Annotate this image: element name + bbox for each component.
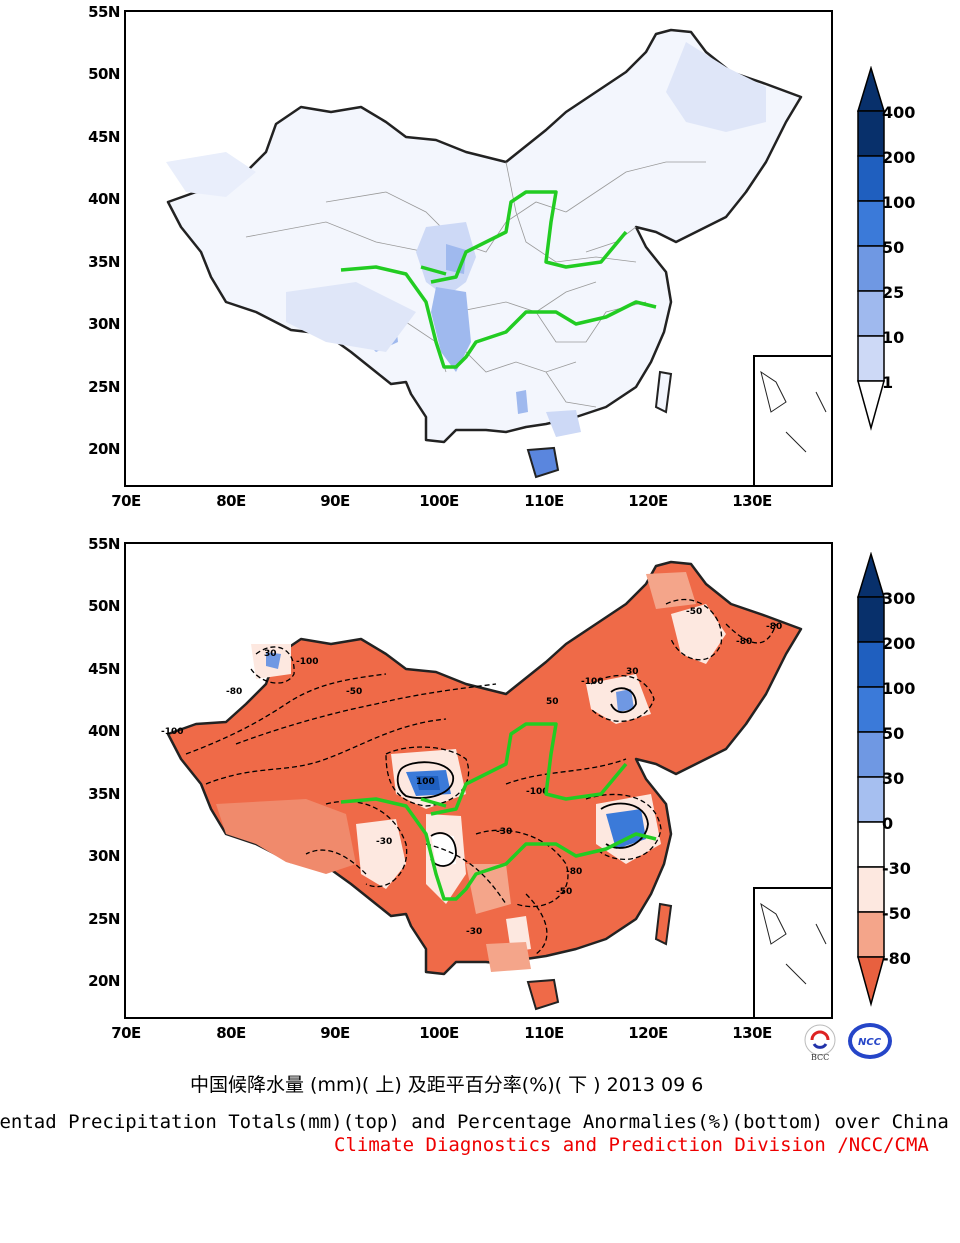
taiwan-top [654, 370, 673, 414]
bcc-logo: BCC [800, 1022, 840, 1062]
bottom-colorbar-label: 200 [882, 634, 916, 653]
contour-label: -50 [686, 607, 702, 617]
bottom-anomaly-map: -100 -80 -50 -30 30 50 100 -100 -80 -50 … [161, 560, 831, 1017]
contour-label: -100 [581, 677, 604, 687]
contour-label: 30 [264, 649, 277, 659]
bottom-lon-tick: 80E [216, 1024, 246, 1042]
bottom-colorbar-label: -80 [882, 949, 911, 968]
precip-shading [166, 42, 766, 474]
south-china-sea-inset-top [753, 355, 831, 485]
bottom-lon-tick: 70E [111, 1024, 141, 1042]
bottom-map-frame: -100 -80 -50 -30 30 50 100 -100 -80 -50 … [124, 542, 833, 1019]
contour-labels: -100 -80 -50 -30 30 50 100 -100 -80 -50 … [161, 607, 782, 937]
bottom-colorbar-label: -30 [882, 859, 911, 878]
ncc-logo-text: NCC [858, 1037, 882, 1048]
bottom-lon-tick: 130E [732, 1024, 772, 1042]
bottom-lat-tick: 55N [88, 535, 120, 553]
contour-label: 50 [546, 697, 559, 707]
top-lat-tick: 35N [88, 253, 120, 271]
top-lon-tick: 90E [320, 492, 350, 510]
bottom-colorbar-label: -50 [882, 904, 911, 923]
bottom-lat-tick: 50N [88, 597, 120, 615]
bottom-colorbar-label: 30 [882, 769, 905, 788]
contour-label: -80 [566, 867, 582, 877]
top-lat-tick: 40N [88, 190, 120, 208]
top-colorbar-label: 1 [882, 373, 894, 392]
top-lon-tick: 80E [216, 492, 246, 510]
caption-english: Pentad Precipitation Totals(mm)(top) and… [0, 1111, 949, 1133]
bottom-map-panel: -100 -80 -50 -30 30 50 100 -100 -80 -50 … [0, 532, 960, 1052]
bottom-lon-tick: 110E [524, 1024, 564, 1042]
top-lat-tick: 30N [88, 315, 120, 333]
contour-label: -100 [296, 657, 319, 667]
bottom-lat-tick: 40N [88, 722, 120, 740]
top-precip-map [166, 28, 831, 485]
bcc-logo-text: BCC [811, 1053, 829, 1062]
rivers-top [340, 190, 657, 369]
contour-label: 30 [626, 667, 639, 677]
contour-label: -80 [226, 687, 242, 697]
contour-label: -30 [466, 927, 482, 937]
top-lat-tick: 50N [88, 65, 120, 83]
bottom-colorbar-label: 300 [882, 589, 916, 608]
top-colorbar-swatches [856, 66, 886, 431]
china-outline-bottom [166, 560, 803, 976]
top-colorbar-label: 400 [882, 103, 916, 122]
bottom-colorbar: 300 200 100 50 30 0 -30 -50 -80 [856, 552, 956, 1008]
bottom-lat-tick: 25N [88, 910, 120, 928]
bottom-lat-tick: 20N [88, 972, 120, 990]
top-lon-tick: 130E [732, 492, 772, 510]
ncc-logo: NCC [845, 1020, 895, 1062]
china-outline-top [166, 28, 803, 444]
bottom-colorbar-label: 100 [882, 679, 916, 698]
caption-organization: Climate Diagnostics and Prediction Divis… [334, 1134, 929, 1156]
top-lat-tick: 45N [88, 128, 120, 146]
bottom-lat-tick: 35N [88, 785, 120, 803]
taiwan-bottom [654, 902, 673, 946]
zero-contours [396, 687, 649, 867]
top-lat-tick: 25N [88, 378, 120, 396]
top-colorbar-label: 100 [882, 193, 916, 212]
top-lon-tick: 120E [628, 492, 668, 510]
bottom-lat-tick: 45N [88, 660, 120, 678]
caption-chinese: 中国候降水量 (mm)( 上) 及距平百分率(%)( 下 ) 2013 09 6 [190, 1074, 704, 1096]
top-colorbar-label: 50 [882, 238, 905, 257]
contour-label: -30 [496, 827, 512, 837]
top-lon-tick: 100E [419, 492, 459, 510]
top-lon-tick: 110E [524, 492, 564, 510]
contour-label: -100 [161, 727, 184, 737]
contour-label: -80 [766, 622, 782, 632]
top-lon-tick: 70E [111, 492, 141, 510]
contour-label: -30 [376, 837, 392, 847]
top-lat-tick: 20N [88, 440, 120, 458]
bottom-lon-tick: 90E [320, 1024, 350, 1042]
hainan-island-bottom [526, 978, 560, 1011]
top-colorbar-label: 10 [882, 328, 905, 347]
rivers-bottom [340, 722, 657, 901]
contour-label: -80 [736, 637, 752, 647]
bottom-colorbar-label: 0 [882, 814, 894, 833]
top-colorbar: 400 200 100 50 25 10 1 [856, 66, 956, 432]
bottom-lon-tick: 120E [628, 1024, 668, 1042]
south-china-sea-inset-bottom [753, 887, 831, 1017]
contour-label: -100 [526, 787, 549, 797]
top-map-frame [124, 10, 833, 487]
contour-label: -50 [346, 687, 362, 697]
bottom-lat-tick: 30N [88, 847, 120, 865]
hainan-island-top [526, 446, 560, 479]
bottom-colorbar-label: 50 [882, 724, 905, 743]
contour-label: 100 [416, 777, 435, 787]
contour-label: -50 [556, 887, 572, 897]
top-map-panel: 55N 50N 45N 40N 35N 30N 25N 20N 70E 80E … [0, 0, 960, 520]
bottom-lon-tick: 100E [419, 1024, 459, 1042]
bottom-colorbar-swatches [856, 552, 886, 1007]
anomaly-shading [216, 572, 726, 972]
top-lat-tick: 55N [88, 3, 120, 21]
top-colorbar-label: 200 [882, 148, 916, 167]
top-colorbar-label: 25 [882, 283, 905, 302]
